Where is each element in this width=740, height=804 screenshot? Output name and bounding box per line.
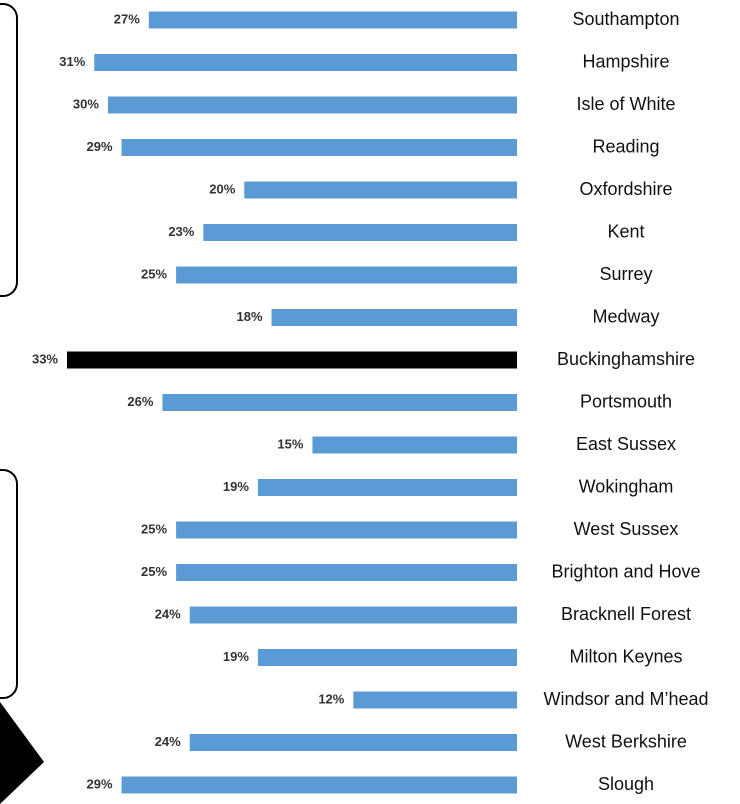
bar [176,564,517,581]
category-label: Isle of White [576,94,675,114]
bar [94,54,517,71]
value-label: 24% [155,734,181,749]
value-label: 27% [114,11,140,26]
value-label: 31% [59,54,85,69]
category-label: Medway [592,306,659,326]
bar [257,479,517,496]
category-label: Kent [607,221,644,241]
category-label: Surrey [599,264,652,284]
arrow [0,702,44,804]
category-label: Milton Keynes [569,646,682,666]
bar [176,266,517,284]
bar [121,139,517,156]
value-label: 15% [277,436,303,451]
category-label: Slough [598,774,654,794]
category-label: West Sussex [574,519,679,539]
value-label: 24% [155,606,181,621]
category-label: West Berkshire [565,731,687,751]
category-label: Hampshire [582,51,669,71]
value-label: 25% [141,521,167,536]
bar [162,394,518,411]
bar [107,96,517,114]
value-label: 19% [223,649,249,664]
value-label: 29% [87,776,113,791]
bar [176,521,517,539]
bar [312,436,517,454]
category-label: Buckinghamshire [557,349,695,369]
value-label: 20% [209,181,235,196]
category-label: Reading [592,136,659,156]
bar [189,734,517,751]
bracket [0,469,18,699]
value-label: 29% [87,139,113,154]
category-label: Oxfordshire [579,179,672,199]
category-label: Southampton [572,9,679,29]
category-label: East Sussex [576,434,676,454]
category-label: Bracknell Forest [561,604,691,624]
bar [148,11,517,29]
bar [257,649,517,666]
bar [203,224,517,241]
value-label: 18% [237,309,263,324]
value-label: 33% [32,351,58,366]
bar [189,606,517,624]
value-label: 25% [141,266,167,281]
value-label: 25% [141,564,167,579]
category-label: Portsmouth [580,391,672,411]
value-label: 19% [223,479,249,494]
bracket [0,3,18,297]
category-label: Windsor and M’head [543,689,708,709]
bar [353,691,517,709]
bar [271,309,517,326]
bar [67,351,517,369]
category-label: Wokingham [579,476,674,496]
value-label: 30% [73,96,99,111]
bar [121,776,517,794]
value-label: 26% [127,394,153,409]
value-label: 12% [318,691,344,706]
bar [244,181,518,199]
category-label: Brighton and Hove [551,561,700,581]
value-label: 23% [168,224,194,239]
